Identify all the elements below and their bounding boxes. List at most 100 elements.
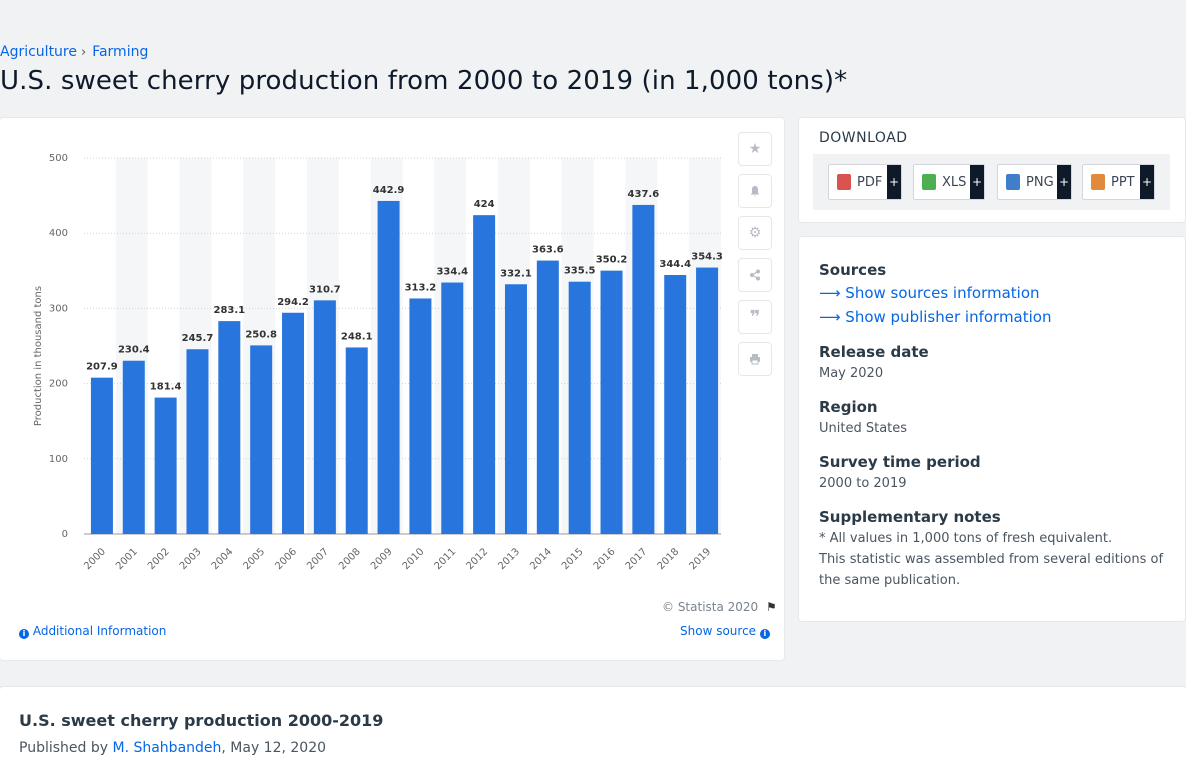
print-icon (750, 354, 760, 365)
bar-2013 (504, 284, 527, 534)
arrow-right-icon: ⟶ (819, 308, 841, 326)
published-date: , May 12, 2020 (221, 740, 327, 756)
plus-icon: + (887, 165, 901, 199)
x-tick-label-2002: 2002 (146, 546, 172, 572)
y-tick-label: 0 (62, 529, 68, 540)
download-card: DOWNLOAD PDF + XLS + PNG + PPT + (799, 118, 1185, 222)
download-xls-button[interactable]: XLS + (913, 164, 985, 200)
download-pdf-label: PDF (857, 174, 883, 190)
share-icon (750, 269, 760, 281)
supplementary-note-2: This statistic was assembled from severa… (819, 552, 1164, 588)
data-label-2003: 245.7 (182, 333, 214, 344)
download-xls-label: XLS (942, 174, 967, 190)
bar-2006 (282, 312, 305, 534)
bar-2003 (186, 349, 209, 534)
y-tick-label: 400 (49, 228, 68, 239)
quote-icon: ❞ (749, 306, 761, 328)
supplementary-notes-label: Supplementary notes (819, 508, 1001, 526)
gear-icon: ⚙ (748, 225, 762, 241)
author-link[interactable]: M. Shahbandeh (112, 740, 222, 756)
x-tick-label-2017: 2017 (624, 546, 650, 572)
published-prefix: Published by (19, 740, 113, 756)
region-value: United States (819, 421, 908, 436)
download-ppt-button[interactable]: PPT + (1082, 164, 1155, 200)
plus-icon: + (1140, 165, 1154, 199)
data-label-2002: 181.4 (150, 382, 182, 393)
region-label: Region (819, 398, 878, 416)
ppt-file-icon (1091, 174, 1105, 190)
show-publisher-link[interactable]: ⟶ Show publisher information (819, 308, 1051, 326)
bar-2016 (600, 270, 623, 534)
x-tick-label-2001: 2001 (114, 546, 140, 572)
download-buttons: PDF + XLS + PNG + PPT + (813, 154, 1170, 210)
bar-2014 (536, 260, 559, 534)
x-tick-label-2012: 2012 (464, 546, 490, 572)
data-label-2015: 335.5 (564, 266, 596, 277)
download-png-label: PNG (1026, 174, 1054, 190)
show-publisher-label: Show publisher information (845, 308, 1052, 326)
x-tick-label-2006: 2006 (273, 546, 299, 572)
x-tick-label-2016: 2016 (592, 546, 618, 572)
data-label-2019: 354.3 (691, 252, 723, 263)
bar-2010 (409, 298, 432, 534)
data-label-2001: 230.4 (118, 345, 150, 356)
statistic-summary-card: U.S. sweet cherry production 2000-2019 P… (0, 687, 1186, 760)
show-source-link[interactable]: Show source i (680, 624, 770, 639)
info-icon: i (19, 629, 29, 639)
breadcrumb-farming[interactable]: Farming (92, 44, 149, 60)
data-label-2005: 250.8 (245, 329, 277, 340)
show-sources-label: Show sources information (845, 284, 1040, 302)
release-date-label: Release date (819, 343, 929, 361)
download-pdf-button[interactable]: PDF + (828, 164, 902, 200)
show-sources-link[interactable]: ⟶ Show sources information (819, 284, 1040, 302)
breadcrumb-agriculture[interactable]: Agriculture (0, 44, 77, 60)
print-button[interactable] (738, 342, 772, 376)
arrow-right-icon: ⟶ (819, 284, 841, 302)
star-icon: ★ (748, 141, 762, 157)
plus-icon: + (970, 165, 984, 199)
info-icon: i (759, 629, 770, 639)
supplementary-note-1: * All values in 1,000 tons of fresh equi… (819, 531, 1113, 546)
data-label-2006: 294.2 (277, 297, 309, 308)
bar-2001 (122, 360, 145, 534)
data-label-2017: 437.6 (628, 189, 660, 200)
x-tick-label-2004: 2004 (210, 546, 236, 572)
y-tick-label: 100 (49, 454, 68, 465)
x-tick-label-2011: 2011 (433, 546, 459, 572)
x-tick-label-2014: 2014 (528, 546, 554, 572)
cite-button[interactable]: ❞ (738, 300, 772, 334)
bar-2007 (313, 300, 336, 534)
download-png-button[interactable]: PNG + (997, 164, 1072, 200)
plus-icon: + (1057, 165, 1071, 199)
download-ppt-label: PPT (1111, 174, 1135, 190)
additional-info-label: Additional Information (32, 624, 167, 638)
notify-button[interactable] (738, 174, 772, 208)
y-tick-label: 200 (49, 379, 68, 390)
bar-2008 (345, 347, 368, 534)
breadcrumb: Agriculture › Farming (0, 44, 148, 60)
y-tick-label: 300 (49, 303, 68, 314)
bar-2005 (250, 345, 273, 534)
png-file-icon (1006, 174, 1020, 190)
y-tick-label: 500 (49, 153, 68, 164)
statistic-info-card: Sources ⟶ Show sources information ⟶ Sho… (799, 237, 1185, 621)
share-button[interactable] (738, 258, 772, 292)
copyright: © Statista 2020 ⚑ (662, 600, 777, 614)
data-label-2016: 350.2 (596, 255, 628, 266)
x-tick-label-2009: 2009 (369, 546, 395, 572)
data-label-2014: 363.6 (532, 245, 564, 256)
bar-2004 (218, 321, 241, 534)
survey-period-label: Survey time period (819, 453, 981, 471)
data-label-2008: 248.1 (341, 331, 373, 342)
bar-2000 (90, 377, 113, 534)
bar-2017 (632, 204, 655, 534)
additional-info-link[interactable]: i Additional Information (19, 624, 166, 639)
favorite-button[interactable]: ★ (738, 132, 772, 166)
bar-2019 (696, 267, 719, 534)
flag-icon[interactable]: ⚑ (766, 600, 777, 614)
settings-button[interactable]: ⚙ (738, 216, 772, 250)
bar-2015 (568, 281, 591, 534)
x-tick-label-2008: 2008 (337, 546, 363, 572)
data-label-2012: 424 (474, 199, 495, 210)
bar-2011 (441, 282, 464, 534)
